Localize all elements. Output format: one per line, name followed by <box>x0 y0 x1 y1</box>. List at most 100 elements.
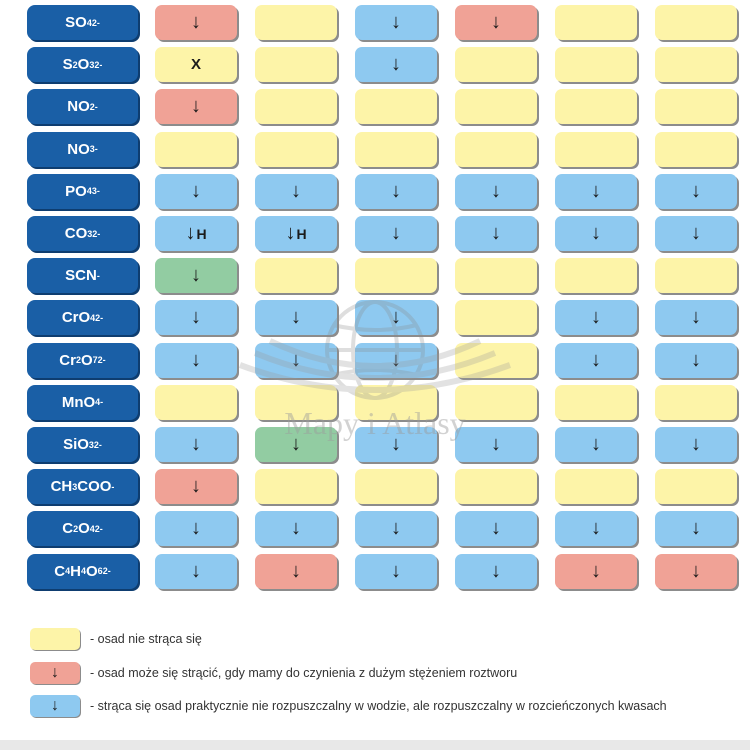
arrow-down-icon: ↓ <box>391 559 401 582</box>
table-cell <box>355 89 437 125</box>
table-cell: ↓ <box>355 553 437 589</box>
arrow-down-icon: ↓ <box>291 179 301 202</box>
ion-label: NO 3- <box>27 131 138 167</box>
arrow-down-icon: ↓ <box>491 559 501 582</box>
arrow-down-icon: ↓ <box>391 53 401 76</box>
table-cell: ↓ <box>155 469 237 505</box>
arrow-down-icon: ↓ <box>291 559 301 582</box>
arrow-down-icon: ↓ <box>491 517 501 540</box>
table-cell: X <box>155 47 237 83</box>
arrow-down-icon: ↓ <box>391 11 401 33</box>
arrow-down-icon: ↓ <box>491 11 501 33</box>
table-cell <box>555 469 637 505</box>
table-cell: ↓ <box>455 5 537 40</box>
table-cell: ↓ <box>355 47 437 83</box>
arrow-down-icon: ↓ <box>591 306 601 329</box>
table-cell: ↓ <box>455 173 537 209</box>
table-cell: ↓ <box>255 342 337 378</box>
table-cell: ↓ <box>455 553 537 589</box>
legend-item: ↓ - osad może się strącić, gdy mamy do cz… <box>30 661 517 685</box>
ion-label: SCN - <box>27 258 138 294</box>
ion-label: C 2 O 4 2- <box>27 511 138 547</box>
table-cell <box>655 469 737 505</box>
table-cell <box>255 258 337 294</box>
table-cell: ↓ <box>355 216 437 251</box>
table-cell <box>455 131 537 167</box>
table-cell <box>155 384 237 420</box>
arrow-down-icon: ↓ <box>491 433 501 455</box>
table-cell <box>655 47 737 83</box>
arrow-down-icon: ↓ <box>391 433 401 455</box>
arrow-down-icon: ↓ <box>291 348 301 371</box>
table-cell: ↓ <box>555 173 637 209</box>
table-cell <box>355 469 437 505</box>
arrow-down-icon: ↓ <box>51 697 59 714</box>
table-cell <box>555 47 637 83</box>
ion-label: Cr 2 O 7 2- <box>27 342 138 378</box>
table-cell: ↓ <box>155 300 237 336</box>
arrow-down-icon: ↓ <box>191 348 201 371</box>
arrow-down-icon: ↓ <box>591 559 601 582</box>
arrow-down-icon: ↓ <box>391 179 401 202</box>
table-cell <box>455 342 537 378</box>
bottom-band <box>0 740 750 750</box>
legend-swatch <box>30 628 80 650</box>
table-cell <box>655 258 737 294</box>
table-cell: ↓ <box>255 511 337 547</box>
table-cell: ↓ <box>455 216 537 251</box>
arrow-down-icon: ↓ <box>291 306 301 329</box>
ion-label: S 2 O 3 2- <box>27 47 138 83</box>
arrow-down-icon: ↓ <box>691 517 701 540</box>
table-cell: ↓ <box>655 427 737 462</box>
legend-text: - strąca się osad praktycznie nie rozpus… <box>90 699 667 713</box>
ion-label: NO 2- <box>27 89 138 125</box>
table-cell: ↓ <box>555 553 637 589</box>
table-cell <box>555 89 637 125</box>
arrow-down-icon: ↓ <box>591 179 601 202</box>
table-cell: ↓ <box>655 553 737 589</box>
table-cell: ↓ <box>155 173 237 209</box>
ion-label: PO 4 3- <box>27 173 138 209</box>
table-cell <box>255 47 337 83</box>
arrow-down-icon: ↓ <box>191 559 201 582</box>
table-cell: ↓ <box>255 553 337 589</box>
table-cell: ↓ <box>155 553 237 589</box>
arrow-down-icon: ↓ <box>391 517 401 540</box>
legend-swatch: ↓ <box>30 695 80 717</box>
ion-label: CO 3 2- <box>27 216 138 251</box>
ion-label: C 4 H 4 O 6 2- <box>27 553 138 589</box>
table-cell: ↓ <box>655 511 737 547</box>
watermark-text: Mapy i Atlasy <box>284 405 466 441</box>
arrow-down-icon: ↓ <box>691 559 701 582</box>
arrow-down-icon: ↓ <box>391 348 401 371</box>
table-cell <box>655 131 737 167</box>
table-cell: ↓ <box>255 300 337 336</box>
legend-item: ↓ - strąca się osad praktycznie nie rozpu… <box>30 694 667 718</box>
table-cell <box>155 131 237 167</box>
arrow-down-icon: ↓ <box>591 348 601 371</box>
table-cell: ↓ H <box>255 216 337 251</box>
legend-text: - osad może się strącić, gdy mamy do czy… <box>90 666 518 680</box>
table-cell <box>455 469 537 505</box>
table-cell: ↓ <box>555 511 637 547</box>
table-cell: ↓ <box>655 173 737 209</box>
arrow-down-icon: ↓ <box>391 222 401 244</box>
table-cell <box>455 47 537 83</box>
arrow-down-icon: ↓ <box>191 11 201 33</box>
legend-item: - osad nie strąca się <box>30 627 202 651</box>
table-cell: ↓ <box>355 300 437 336</box>
arrow-down-icon: ↓ <box>391 306 401 329</box>
arrow-down-icon: ↓ <box>191 264 201 287</box>
table-cell: ↓ <box>255 427 337 462</box>
table-cell: ↓ <box>155 89 237 125</box>
solubility-table: SO 4 2- ↓ ↓ ↓ S 2 O 3 2- X ↓ NO 2- ↓ NO 3- PO 4 3- ↓ ↓ ↓ ↓ ↓ ↓ CO 3 2… <box>27 5 737 589</box>
arrow-down-icon: ↓ <box>285 222 296 244</box>
table-cell <box>555 5 637 40</box>
table-cell: ↓ <box>255 173 337 209</box>
arrow-down-icon: ↓ <box>51 664 59 681</box>
table-cell: ↓ <box>155 5 237 40</box>
arrow-down-icon: ↓ <box>591 433 601 455</box>
table-cell: ↓ <box>555 216 637 251</box>
arrow-down-icon: ↓ <box>691 222 701 244</box>
table-cell: ↓ <box>155 511 237 547</box>
